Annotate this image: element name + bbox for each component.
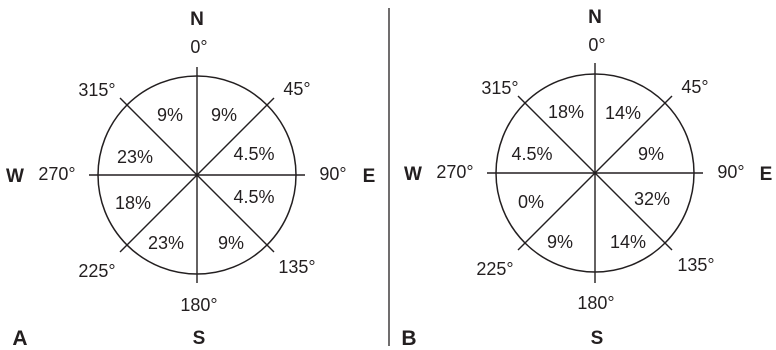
degree-label-180: 180° xyxy=(577,293,614,313)
degree-label-270: 270° xyxy=(38,164,75,184)
sector-value-225-270: 0% xyxy=(518,192,544,212)
cardinal-south: S xyxy=(591,328,604,349)
cardinal-north: N xyxy=(588,7,602,28)
sector-value-315-360: 9% xyxy=(157,105,183,125)
cardinal-east: E xyxy=(363,166,376,187)
sector-value-180-225: 23% xyxy=(148,233,184,253)
sector-value-135-180: 9% xyxy=(218,233,244,253)
degree-label-225: 225° xyxy=(78,261,115,281)
sector-value-90-135: 32% xyxy=(634,189,670,209)
compass-panel-a: N S W E 0° 45° 90° 135° 180° 225° 270° 3… xyxy=(6,9,375,350)
compass-panel-b: N S W E 0° 45° 90° 135° 180° 225° 270° 3… xyxy=(401,7,772,350)
sector-value-45-90: 4.5% xyxy=(233,144,274,164)
cardinal-west: W xyxy=(6,166,24,187)
cardinal-east: E xyxy=(760,164,773,185)
degree-label-225: 225° xyxy=(476,259,513,279)
sector-value-0-45: 9% xyxy=(211,105,237,125)
sector-value-315-360: 18% xyxy=(548,102,584,122)
degree-label-270: 270° xyxy=(436,162,473,182)
sector-value-270-315: 23% xyxy=(117,147,153,167)
panel-label-a: A xyxy=(12,327,27,350)
cardinal-west: W xyxy=(404,164,422,185)
sector-value-135-180: 14% xyxy=(610,232,646,252)
degree-label-45: 45° xyxy=(681,77,708,97)
degree-label-0: 0° xyxy=(588,35,605,55)
degree-label-180: 180° xyxy=(180,295,217,315)
cardinal-south: S xyxy=(193,328,206,349)
panel-label-b: B xyxy=(401,327,416,350)
degree-label-90: 90° xyxy=(319,164,346,184)
degree-label-90: 90° xyxy=(717,162,744,182)
axis-ne-sw xyxy=(517,95,673,251)
sector-value-0-45: 14% xyxy=(605,103,641,123)
sector-value-90-135: 4.5% xyxy=(233,187,274,207)
degree-label-315: 315° xyxy=(78,80,115,100)
degree-label-315: 315° xyxy=(481,78,518,98)
sector-value-180-225: 9% xyxy=(547,232,573,252)
sector-value-45-90: 9% xyxy=(638,144,664,164)
degree-label-0: 0° xyxy=(190,37,207,57)
axis-ne-sw xyxy=(119,97,275,253)
degree-label-45: 45° xyxy=(283,79,310,99)
sector-value-225-270: 18% xyxy=(115,193,151,213)
sector-value-270-315: 4.5% xyxy=(511,144,552,164)
degree-label-135: 135° xyxy=(278,257,315,277)
degree-label-135: 135° xyxy=(677,255,714,275)
cardinal-north: N xyxy=(190,9,204,30)
